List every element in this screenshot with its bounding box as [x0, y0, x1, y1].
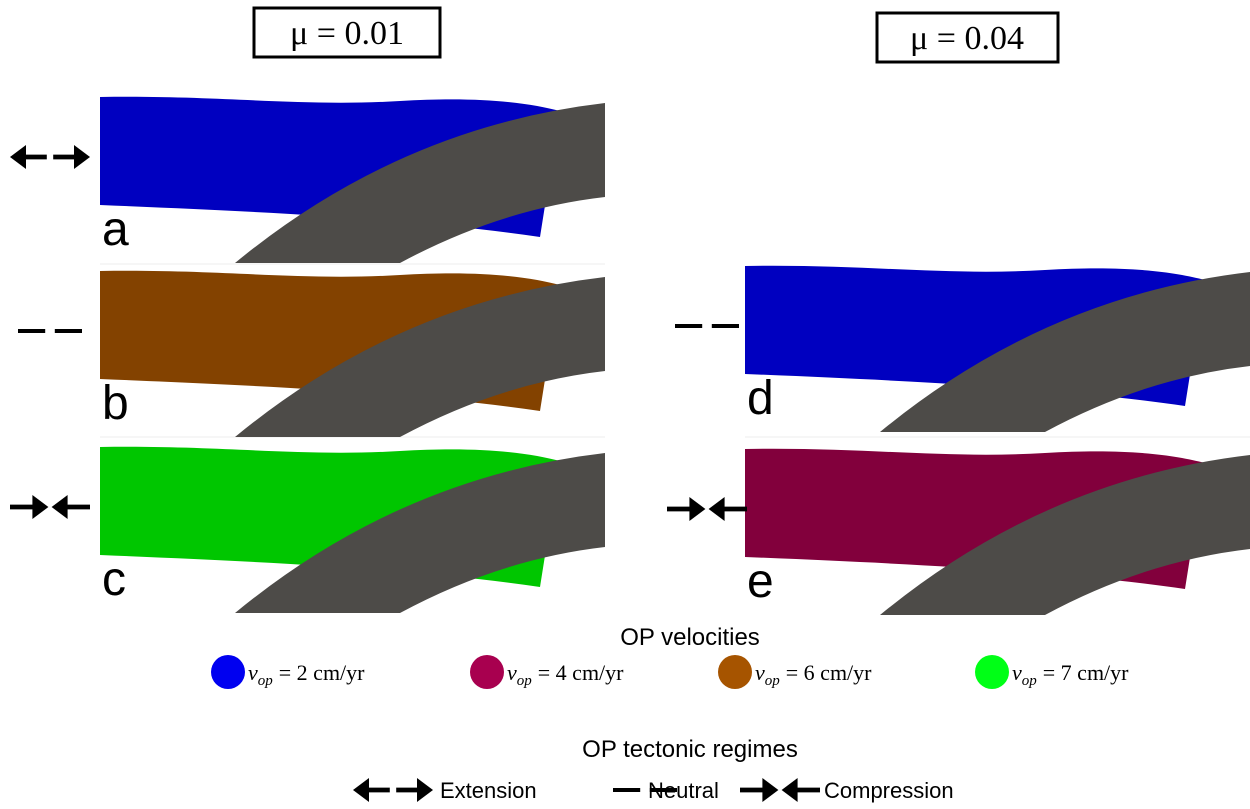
legend-label: vop = 6 cm/yr [755, 660, 872, 689]
column-title: μ = 0.01 [290, 15, 404, 52]
arrow-head [762, 778, 778, 802]
panel-label: e [747, 555, 774, 608]
legend-label: vop = 2 cm/yr [248, 660, 365, 689]
panel-label: c [102, 553, 126, 606]
legend-swatch [470, 655, 504, 689]
panels: a b c d e [10, 97, 1250, 615]
panel-label: a [102, 203, 129, 256]
arrow-head [52, 495, 68, 519]
arrow-head [353, 778, 369, 802]
arrow-head [32, 495, 48, 519]
panel: c [10, 447, 605, 613]
subscript: op [517, 673, 533, 689]
arrow-head [417, 778, 433, 802]
symbol: v [1012, 660, 1022, 685]
figure: μ = 0.01 μ = 0.04 OP velocities OP tecto… [0, 0, 1250, 809]
legend-swatch [718, 655, 752, 689]
legend-swatch [211, 655, 245, 689]
arrow-head [10, 145, 26, 169]
arrow-head [709, 497, 725, 521]
legend-label: Compression [824, 778, 954, 803]
legend-label: Extension [440, 778, 537, 803]
arrow-head [782, 778, 798, 802]
legend-title: OP velocities [620, 624, 760, 651]
column-title: μ = 0.04 [910, 20, 1024, 57]
legend-label: vop = 7 cm/yr [1012, 660, 1129, 689]
legend-label: vop = 4 cm/yr [507, 660, 624, 689]
legend-label: Neutral [648, 778, 719, 803]
rest: = 6 cm/yr [786, 660, 872, 685]
panel-label: b [102, 377, 129, 430]
subscript: op [765, 673, 781, 689]
subscript: op [258, 673, 274, 689]
panel-label: d [747, 372, 774, 425]
symbol: v [755, 660, 765, 685]
symbol: v [507, 660, 517, 685]
panel: d [675, 266, 1250, 432]
arrow-head [689, 497, 705, 521]
arrow-head [74, 145, 90, 169]
legend-swatch [975, 655, 1009, 689]
rest: = 7 cm/yr [1043, 660, 1129, 685]
panel: a [10, 97, 605, 263]
subscript: op [1022, 673, 1038, 689]
rest: = 4 cm/yr [538, 660, 624, 685]
symbol: v [248, 660, 258, 685]
rest: = 2 cm/yr [279, 660, 365, 685]
panel: b [18, 271, 605, 437]
legend-title: OP tectonic regimes [582, 736, 798, 763]
panel: e [667, 449, 1250, 615]
